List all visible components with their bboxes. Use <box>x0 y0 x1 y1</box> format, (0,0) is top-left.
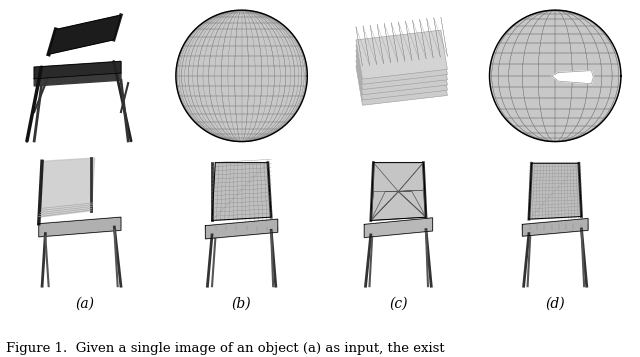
Polygon shape <box>356 35 447 84</box>
Polygon shape <box>176 10 307 142</box>
Polygon shape <box>39 158 95 217</box>
Polygon shape <box>34 73 121 86</box>
Text: (d): (d) <box>545 296 565 311</box>
Polygon shape <box>356 41 447 90</box>
Polygon shape <box>49 15 121 54</box>
Polygon shape <box>212 163 271 220</box>
Polygon shape <box>529 163 582 219</box>
Text: (c): (c) <box>389 296 408 311</box>
Polygon shape <box>364 218 433 237</box>
Polygon shape <box>552 71 593 84</box>
Polygon shape <box>39 217 121 237</box>
Text: (b): (b) <box>232 296 252 311</box>
Polygon shape <box>205 219 278 239</box>
Text: Figure 1.  Given a single image of an object (a) as input, the exist: Figure 1. Given a single image of an obj… <box>6 342 445 355</box>
Text: (a): (a) <box>76 296 94 311</box>
Polygon shape <box>356 56 447 105</box>
Polygon shape <box>371 163 426 220</box>
Polygon shape <box>522 218 588 236</box>
Polygon shape <box>356 46 447 95</box>
Polygon shape <box>34 61 121 79</box>
Polygon shape <box>356 51 447 100</box>
Polygon shape <box>490 10 621 142</box>
Polygon shape <box>356 30 447 79</box>
